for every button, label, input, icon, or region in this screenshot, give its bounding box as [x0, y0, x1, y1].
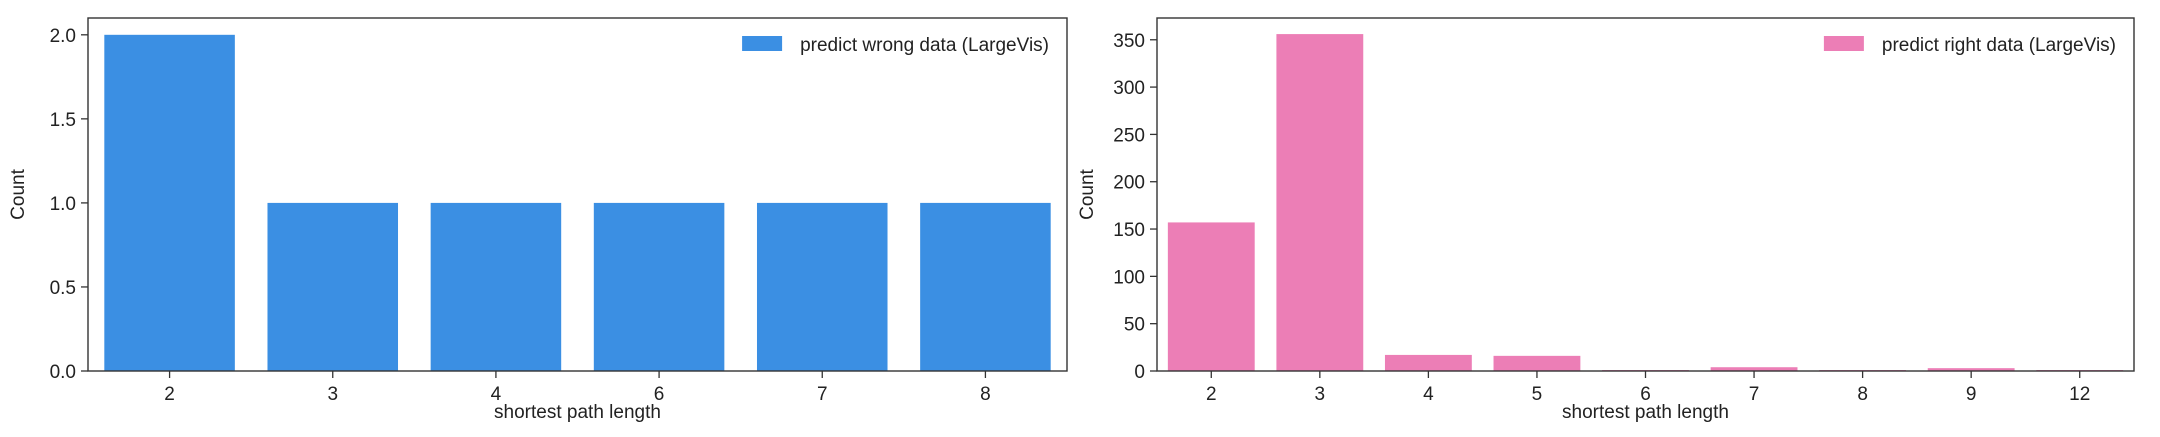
y-axis-label: Count [1077, 168, 1098, 219]
bar-7 [756, 202, 888, 371]
y-tick-label: 200 [1113, 173, 1145, 194]
y-tick-label: 150 [1113, 220, 1145, 241]
bar-8 [920, 202, 1051, 371]
legend-label: predict right data (LargeVis) [1882, 35, 2116, 56]
legend-swatch [742, 36, 783, 51]
x-tick-label: 3 [1315, 384, 1326, 405]
x-tick-label: 6 [654, 384, 665, 405]
x-axis-label: shortest path length [1562, 402, 1729, 423]
bar-3 [267, 202, 399, 371]
plot-frame [87, 17, 1068, 372]
bar-3 [1276, 34, 1364, 371]
x-tick-label: 8 [980, 384, 991, 405]
chart-panel-1: 0.0 0.5 1.0 1.5 2.0 2 3 4 6 7 8 shortest path lengt… [8, 17, 1068, 423]
legend: predict right data (LargeVis) [1823, 35, 2116, 56]
y-tick-label: 2.0 [50, 26, 76, 47]
x-tick-label: 2 [1206, 384, 1217, 405]
bar-2 [104, 34, 235, 372]
x-tick-label: 4 [1423, 384, 1434, 405]
x-tick-label: 2 [164, 384, 175, 405]
bar-2 [1167, 222, 1255, 371]
legend: predict wrong data (LargeVis) [742, 35, 1049, 56]
legend-swatch [1823, 36, 1864, 51]
y-tick-label: 1.5 [50, 110, 76, 131]
y-tick-label: 350 [1113, 31, 1145, 52]
y-tick-label: 0.0 [50, 362, 76, 383]
bar-4 [1384, 354, 1472, 371]
y-tick-label: 0.5 [50, 278, 76, 299]
y-tick-label: 250 [1113, 125, 1145, 146]
y-tick-label: 300 [1113, 78, 1145, 99]
y-tick-label: 0 [1134, 362, 1145, 383]
x-tick-label: 12 [2069, 384, 2090, 405]
x-tick-label: 6 [1640, 384, 1651, 405]
bar-6 [593, 202, 725, 371]
legend-label: predict wrong data (LargeVis) [800, 35, 1049, 56]
x-tick-label: 7 [817, 384, 828, 405]
y-axis-label: Count [8, 168, 29, 219]
bar-4 [430, 202, 562, 371]
x-tick-label: 7 [1749, 384, 1760, 405]
chart-panel-2: 0 50 100 150 200 250 300 350 2 3 4 5 6 7 8 9 12 shortest … [1077, 17, 2135, 423]
y-tick-label: 50 [1124, 315, 1145, 336]
bar-9 [1927, 368, 2015, 371]
y-tick-label: 100 [1113, 267, 1145, 288]
x-tick-label: 8 [1857, 384, 1868, 405]
y-tick-label: 1.0 [50, 194, 76, 215]
x-tick-label: 5 [1532, 384, 1543, 405]
bar-7 [1710, 367, 1798, 371]
x-tick-label: 3 [327, 384, 338, 405]
bar-5 [1493, 355, 1581, 371]
x-tick-label: 4 [491, 384, 502, 405]
x-axis-label: shortest path length [494, 402, 661, 423]
x-tick-label: 9 [1966, 384, 1977, 405]
